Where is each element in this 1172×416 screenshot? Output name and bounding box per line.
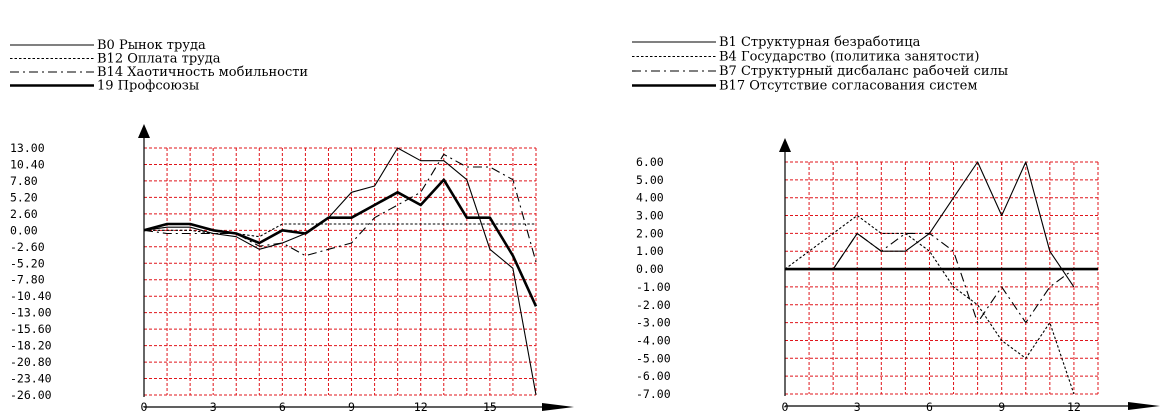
legend-entry: B14 Хаотичность мобильности [97, 65, 308, 80]
y-tick-label: -6.00 [636, 369, 671, 383]
y-tick-label: -3.00 [636, 316, 671, 330]
y-tick-label: 1.00 [636, 244, 664, 258]
y-tick-label: -15.60 [10, 322, 52, 336]
x-tick-label: 12 [414, 400, 428, 414]
y-tick-label: 2.60 [10, 207, 38, 221]
grid [143, 147, 537, 396]
y-tick-label: 5.00 [636, 173, 664, 187]
y-tick-label: -2.00 [636, 298, 671, 312]
series-line [143, 153, 537, 263]
y-tick-label: 10.40 [10, 157, 45, 171]
y-tick-label: 7.80 [10, 174, 38, 188]
legend-entry: B1 Структурная безработица [719, 35, 921, 50]
x-axis-arrow-icon [1128, 402, 1160, 410]
y-tick-label: 5.20 [10, 190, 38, 204]
y-tick-label: -13.00 [10, 306, 52, 320]
series-line [784, 214, 1075, 395]
x-tick-label: 3 [854, 400, 861, 414]
y-axis-arrow-icon [779, 138, 791, 152]
y-tick-label: -7.80 [10, 273, 45, 287]
y-tick-label: -2.60 [10, 240, 45, 254]
x-tick-label: 0 [141, 400, 148, 414]
y-tick-label: -5.00 [636, 351, 671, 365]
series-line [785, 232, 1075, 324]
chart-right: 6.00 5.00 4.00 3.00 2.00 1.00 0.00 -1.00 -2.00 -3… [632, 35, 1160, 414]
y-tick-label: 0.00 [636, 262, 664, 276]
legend-entry: B4 Государство (политика занятости) [719, 50, 979, 65]
y-tick-label: 4.00 [636, 191, 664, 205]
series-line [143, 178, 538, 307]
y-tick-label: -7.00 [636, 387, 671, 401]
x-tick-label: 15 [483, 400, 497, 414]
legend-entry: 19 Профсоюзы [97, 79, 199, 94]
x-tick-label: 9 [998, 400, 1005, 414]
y-tick-label: 13.00 [10, 141, 45, 155]
x-tick-label: 9 [348, 400, 355, 414]
y-tick-label: 2.00 [636, 226, 664, 240]
y-tick-label: -10.40 [10, 289, 52, 303]
y-tick-label: -1.00 [636, 280, 671, 294]
x-tick-label: 3 [210, 400, 217, 414]
y-axis-arrow-icon [138, 124, 150, 138]
x-tick-label: 0 [782, 400, 789, 414]
legend-entry: B0 Рынок труда [97, 38, 206, 53]
y-tick-label: -4.00 [636, 333, 671, 347]
legend-entry: B12 Оплата труда [97, 52, 221, 67]
y-tick-label: -20.80 [10, 355, 52, 369]
x-tick-label: 6 [926, 400, 933, 414]
y-tick-label: -23.40 [10, 372, 52, 386]
chart-left: 13.00 10.40 7.80 5.20 2.60 0.00 -2.60 -5.20 -7.8… [10, 38, 574, 414]
x-axis-arrow-icon [542, 403, 574, 411]
legend-entry: B17 Отсутствие согласования систем [719, 79, 977, 94]
y-tick-label: -5.20 [10, 256, 45, 270]
series-line [144, 223, 536, 238]
x-tick-label: 12 [1067, 400, 1081, 414]
y-tick-label: -18.20 [10, 339, 52, 353]
y-tick-label: 0.00 [10, 223, 38, 237]
series-line [143, 147, 537, 396]
legend-entry: B7 Структурный дисбаланс рабочей силы [719, 64, 1008, 79]
y-tick-label: 3.00 [636, 209, 664, 223]
y-tick-label: 6.00 [636, 155, 664, 169]
grid [784, 161, 1099, 395]
x-tick-label: 6 [279, 400, 286, 414]
y-tick-label: -26.00 [10, 388, 52, 402]
